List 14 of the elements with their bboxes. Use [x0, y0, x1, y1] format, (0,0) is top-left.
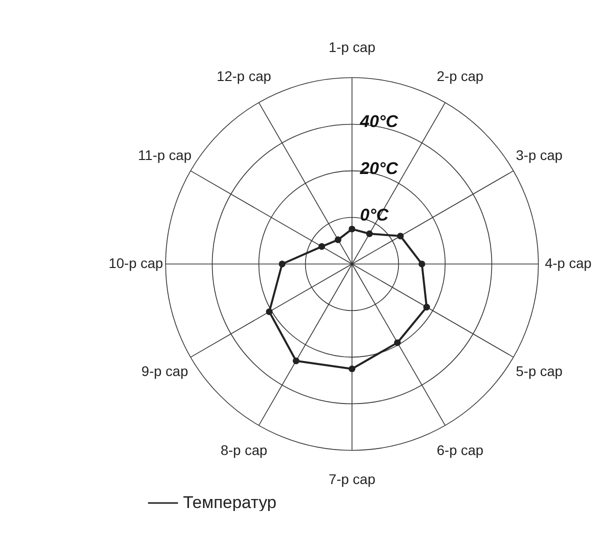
spoke-label: 10-р сар [108, 255, 164, 271]
spoke-label: 1-р сар [328, 38, 376, 55]
y-tick-label: 20°C [359, 158, 399, 178]
spoke-label: 4-р сар [544, 255, 592, 271]
spoke-label: 2-р сар [436, 68, 484, 84]
spoke-label: 5-р сар [516, 363, 563, 380]
spoke-label: 6-р сар [436, 442, 484, 458]
spoke-label: 3-р сар [516, 146, 563, 163]
y-tick-label: 40°C [359, 112, 399, 132]
spoke-label: 12-р сар [216, 68, 272, 84]
spoke-label: 7-р сар [328, 471, 376, 488]
spoke-label: 11-р сар [138, 146, 192, 163]
spoke-label: 8-р сар [220, 442, 268, 458]
spoke-label: 9-р сар [141, 363, 188, 380]
